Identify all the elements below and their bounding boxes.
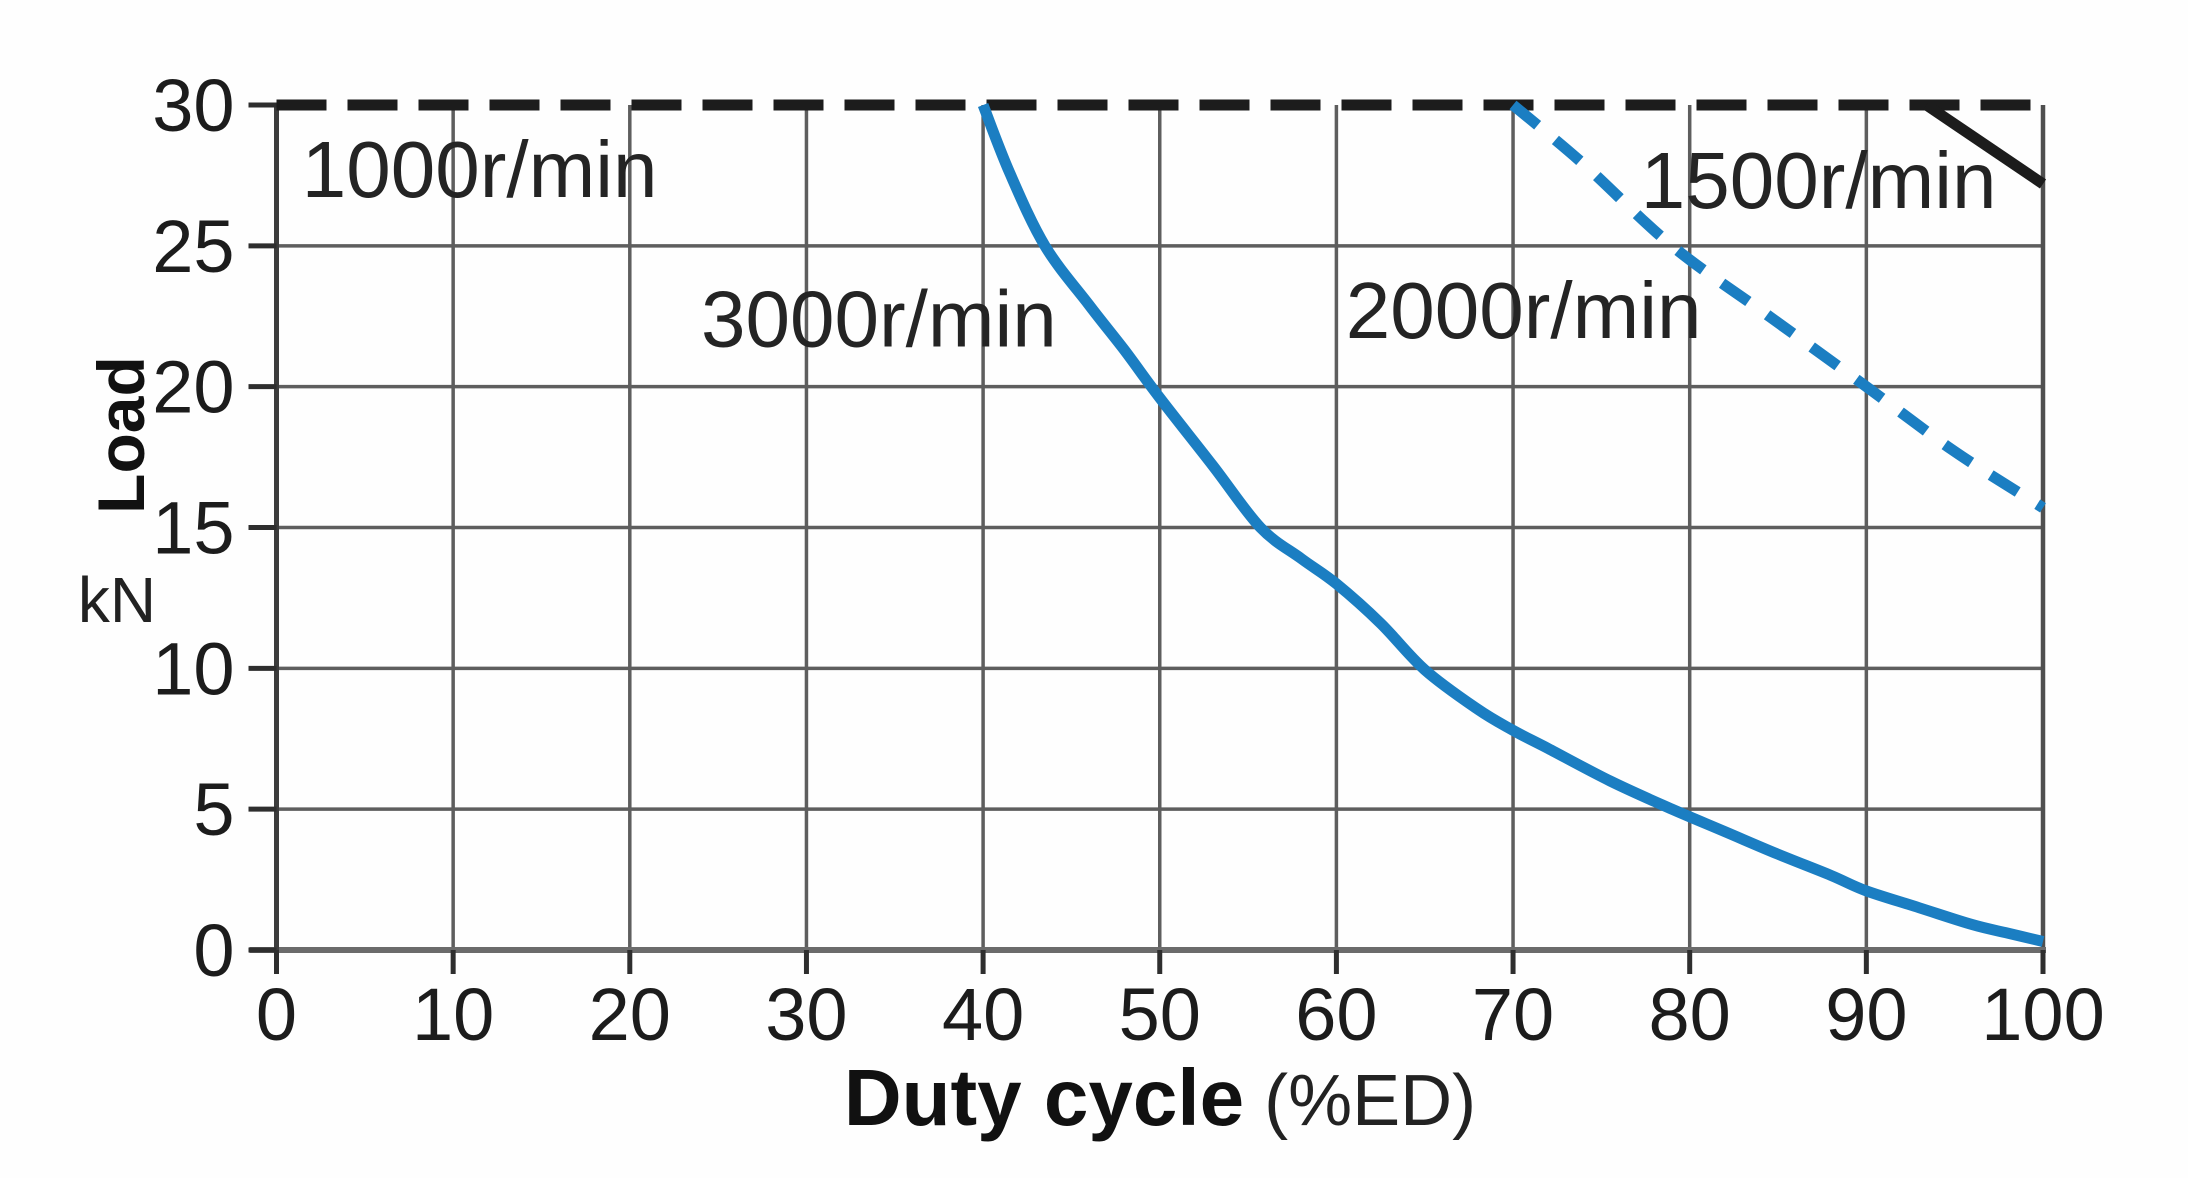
series-label-1500rmin: 1500r/min — [1641, 136, 1997, 225]
x-axis-title-row: Duty cycle (%ED) — [277, 1052, 2043, 1144]
series-label-3000rmin: 3000r/min — [701, 274, 1057, 363]
x-tick-label-100: 100 — [1981, 973, 2104, 1056]
x-tick-label-50: 50 — [1119, 973, 1201, 1056]
series-curve-3000rmin — [977, 103, 2045, 947]
x-tick-label-90: 90 — [1825, 973, 1907, 1056]
y-tick-label-30: 30 — [152, 64, 234, 147]
x-tick-label-60: 60 — [1295, 973, 1377, 1056]
x-axis-title: Duty cycle — [843, 1053, 1245, 1142]
y-tick-label-20: 20 — [152, 346, 234, 429]
series-curve-1500rmin — [1923, 100, 2047, 189]
y-tick-label-15: 15 — [152, 487, 234, 570]
x-tick-label-40: 40 — [942, 973, 1024, 1056]
x-tick-label-80: 80 — [1649, 973, 1731, 1056]
series-label-1000rmin: 1000r/min — [302, 125, 658, 214]
y-axis-title: Load — [84, 356, 158, 514]
x-tick-label-20: 20 — [589, 973, 671, 1056]
x-tick-label-30: 30 — [765, 973, 847, 1056]
x-tick-label-70: 70 — [1472, 973, 1554, 1056]
series-label-2000rmin: 2000r/min — [1346, 266, 1702, 355]
y-tick-label-5: 5 — [193, 768, 234, 851]
x-axis-unit: (%ED) — [1264, 1061, 1477, 1141]
x-tick-label-0: 0 — [256, 973, 297, 1056]
y-tick-label-10: 10 — [152, 627, 234, 710]
y-axis-unit: kN — [77, 564, 157, 636]
y-tick-label-25: 25 — [152, 205, 234, 288]
y-tick-label-0: 0 — [193, 909, 234, 992]
x-tick-label-10: 10 — [412, 973, 494, 1056]
series-curve-2000rmin — [1509, 100, 2046, 513]
